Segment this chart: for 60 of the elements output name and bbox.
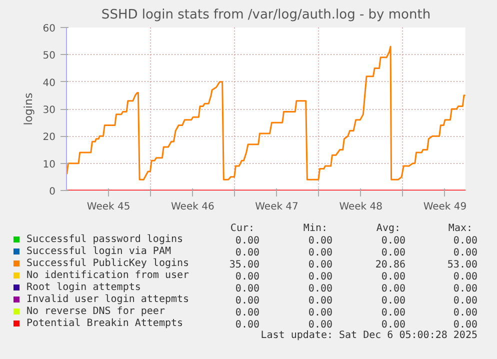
text: 0.00 [453, 320, 478, 330]
y-tick-label: 40 [42, 78, 56, 89]
text: 0.00 [381, 284, 406, 294]
text: 0.00 [235, 308, 260, 318]
y-tick-label: 50 [42, 50, 56, 62]
legend-label: Potential Breakin Attempts [26, 318, 184, 329]
legend-label: Successful password logins [26, 234, 184, 245]
legend-label: No reverse DNS for peer [26, 306, 165, 317]
legend-label: Successful login via PAM [26, 246, 171, 257]
text: 0.00 [453, 308, 478, 318]
text: 0.00 [308, 236, 333, 246]
x-tick-label: Week 46 [171, 202, 214, 212]
text: 0.00 [453, 284, 478, 294]
text: 0.00 [308, 248, 333, 258]
x-tick-label: Week 47 [255, 202, 298, 212]
x-tick-label: Week 45 [86, 202, 130, 212]
text: 0.00 [235, 236, 260, 246]
x-tick-label: Week 48 [339, 202, 383, 212]
x-tick-label: Week 49 [423, 202, 467, 212]
y-tick-label: 30 [42, 105, 56, 116]
text: Min: [303, 223, 328, 234]
text: 0.00 [308, 296, 333, 306]
text: 35.00 [229, 260, 260, 270]
y-tick-label: 60 [42, 24, 56, 34]
text: 0.00 [235, 248, 260, 258]
text: 0.00 [453, 236, 478, 246]
y-tick-label: 20 [42, 132, 56, 144]
text: 0.00 [381, 296, 406, 306]
text: 0.00 [235, 320, 260, 330]
legend-label: Invalid user login attepmts [26, 294, 190, 305]
text: 0.00 [381, 248, 406, 258]
y-tick-label: 10 [42, 159, 56, 170]
legend-label: Successful PublicKey logins [26, 258, 190, 269]
text: Avg: [376, 223, 401, 234]
text: 0.00 [308, 272, 333, 282]
text: 0.00 [235, 296, 260, 306]
text: 0.00 [235, 272, 260, 282]
text: 0.00 [308, 284, 333, 294]
text: 0.00 [381, 236, 406, 246]
y-axis-title: logins [22, 92, 35, 126]
text: 0.00 [308, 320, 333, 330]
text: 0.00 [381, 272, 406, 282]
text: 0.00 [453, 296, 478, 306]
text: Cur: [230, 223, 255, 234]
chart-title: SSHD login stats from /var/log/auth.log - by month [101, 8, 431, 22]
text: 0.00 [453, 248, 478, 258]
text: 53.00 [447, 260, 478, 270]
text: Max: [448, 223, 473, 234]
text: 0.00 [308, 308, 333, 318]
text: 0.00 [453, 272, 478, 282]
legend-label: No identification from user [26, 270, 190, 281]
legend-label: Root login attempts [26, 282, 141, 293]
text: 0.00 [381, 320, 406, 330]
text: Last update: Sat Dec 6 05:00:28 2025 [260, 330, 478, 341]
line-series [66, 46, 466, 180]
y-tick-label: 0 [49, 186, 56, 198]
text: 20.86 [375, 260, 406, 270]
text: 0.00 [235, 284, 260, 294]
text: 0.00 [308, 260, 333, 270]
text: 0.00 [381, 308, 406, 318]
